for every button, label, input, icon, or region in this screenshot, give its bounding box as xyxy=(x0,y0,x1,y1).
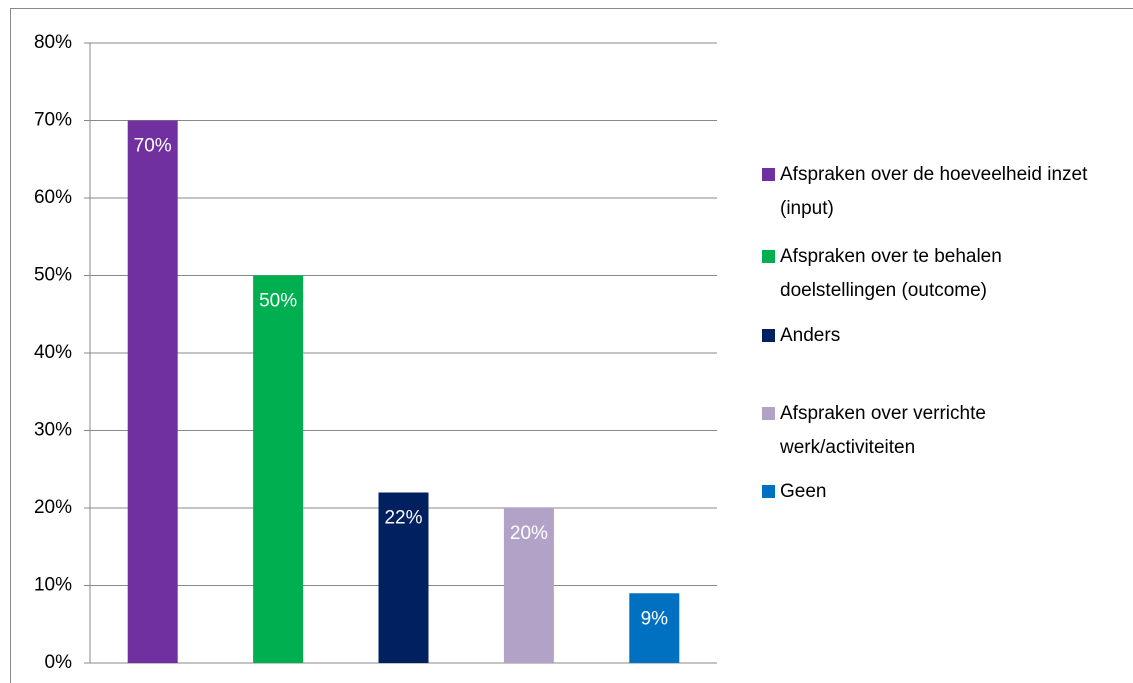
legend-swatch xyxy=(762,168,775,181)
bar xyxy=(629,593,680,663)
legend-label: Afspraken over verrichte werk/activiteit… xyxy=(780,403,986,458)
y-tick-label: 70% xyxy=(34,110,72,131)
y-tick-label: 10% xyxy=(34,575,72,596)
data-label: 70% xyxy=(134,136,172,157)
legend-item: Afspraken over te behalen doelstellingen… xyxy=(762,240,1092,308)
legend-swatch xyxy=(762,407,775,420)
y-tick-label: 0% xyxy=(45,652,73,673)
data-label: 20% xyxy=(510,523,548,544)
y-tick-label: 30% xyxy=(34,420,72,441)
legend-item: Afspraken over de hoeveelheid inzet (inp… xyxy=(762,158,1092,226)
chart-border xyxy=(10,8,1133,683)
data-label: 50% xyxy=(259,291,297,312)
legend-label: Geen xyxy=(780,481,827,502)
bar xyxy=(503,508,554,663)
bar xyxy=(253,275,304,663)
legend-swatch xyxy=(762,485,775,498)
legend-label: Anders xyxy=(780,325,841,346)
legend-item: Afspraken over verrichte werk/activiteit… xyxy=(762,397,1092,465)
legend-swatch xyxy=(762,329,775,342)
y-tick-label: 60% xyxy=(34,187,72,208)
data-label: 22% xyxy=(384,508,422,529)
legend-swatch xyxy=(762,250,775,263)
bar xyxy=(127,120,178,663)
data-label: 9% xyxy=(641,608,669,629)
legend-item: Anders xyxy=(762,319,1092,353)
y-tick-label: 50% xyxy=(34,265,72,286)
legend-label: Afspraken over te behalen doelstellingen… xyxy=(780,246,1002,301)
y-tick-label: 40% xyxy=(34,342,72,363)
bar xyxy=(378,492,429,663)
y-tick-label: 20% xyxy=(34,497,72,518)
legend-item: Geen xyxy=(762,475,1092,509)
y-tick-label: 80% xyxy=(34,32,72,53)
legend-label: Afspraken over de hoeveelheid inzet (inp… xyxy=(780,164,1088,219)
